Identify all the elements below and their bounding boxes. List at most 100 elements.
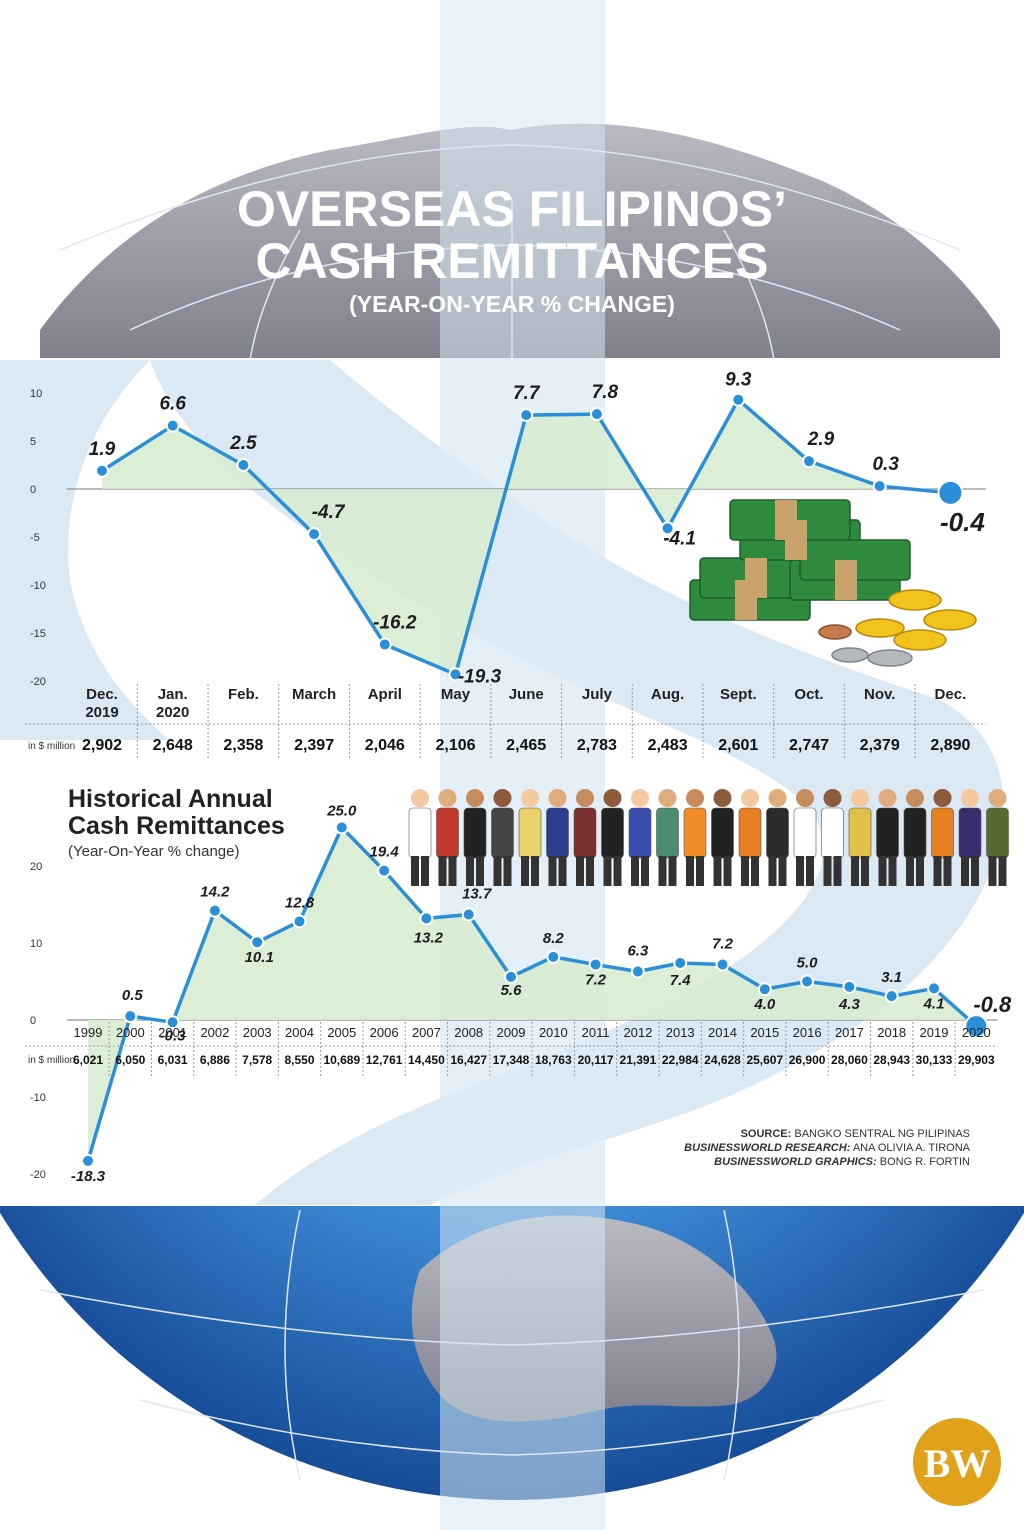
worker-head [521,789,539,807]
table-value: 21,391 [620,1053,657,1067]
worker-leg [668,856,677,886]
data-point [250,935,265,950]
data-point [519,408,534,423]
worker-body [683,807,707,859]
data-point [757,982,772,997]
table-value: 2,397 [294,737,334,754]
y-tick-label: 0 [30,484,36,496]
worker-head [493,789,512,807]
data-point [419,911,434,926]
worker-body [546,807,569,859]
worker-body [821,807,844,859]
data-point [292,914,307,929]
table-value: 12,761 [366,1053,403,1067]
y-tick-label: 0 [30,1015,36,1027]
data-label: -16.2 [373,613,417,634]
worker-leg [586,856,594,886]
worker-body [463,807,487,859]
y-tick-label: 5 [30,436,36,448]
data-point [504,969,518,984]
worker-leg [631,856,639,886]
category-label: 2019 [920,1025,949,1040]
worker-body [986,807,1009,859]
worker-body [876,807,899,859]
data-label: 19.4 [369,844,399,861]
data-label: 2.9 [807,429,835,450]
category-label: 2017 [835,1025,864,1040]
category-label: 2013 [666,1025,695,1040]
source-line3: BUSINESSWORLD GRAPHICS: BONG R. FORTIN [714,1156,970,1168]
y-tick-label: -15 [30,628,46,640]
category-label: 2018 [877,1025,906,1040]
data-label: 0.3 [872,454,899,475]
worker-head [548,789,567,807]
worker-leg [411,856,419,886]
workers-illustration [408,789,1009,886]
table-value: 2,358 [223,737,263,754]
data-label: -4.1 [663,528,696,549]
data-label: -0.8 [973,992,1012,1017]
worker-body [436,807,459,859]
worker-body [738,807,762,859]
worker-leg [503,856,512,886]
category-label: 1999 [74,1025,103,1040]
worker-leg [558,856,567,886]
table-value: 20,117 [578,1053,614,1067]
table-row-label: in $ million [28,741,75,752]
data-point [81,1153,95,1168]
title-line1: OVERSEAS FILIPINOS’ [237,181,787,237]
category-label: 2019 [85,704,118,721]
data-label: -4.7 [312,502,346,523]
table-value: 2,106 [435,737,475,754]
worker-leg [641,856,649,886]
title-subtitle: (YEAR-ON-YEAR % CHANGE) [349,291,675,317]
worker-body [491,807,514,859]
worker-head [823,789,842,807]
category-label: March [292,686,336,703]
category-label: Oct. [794,686,823,703]
worker-leg [961,856,969,886]
worker-body [848,807,872,859]
table-value: 6,031 [158,1053,188,1067]
category-label: 2001 [158,1025,187,1040]
data-label: 5.0 [797,955,819,972]
data-point [165,1015,180,1030]
worker-body [628,807,652,859]
data-point [377,863,392,878]
worker-leg [438,856,447,886]
data-label: 13.7 [462,886,492,903]
worker-head [686,789,704,807]
data-point [660,521,675,536]
worker-body [573,807,597,859]
data-label: 7.4 [670,972,692,989]
table-row-label: in $ million [28,1055,75,1066]
y-tick-label: 10 [30,938,42,950]
worker-leg [916,856,924,886]
table-value: 6,050 [115,1053,145,1067]
category-label: 2000 [116,1025,145,1040]
data-point [546,949,561,964]
worker-leg [493,856,502,886]
source-line1: SOURCE: BANGKO SENTRAL NG PILIPINAS [741,1128,970,1140]
worker-head [988,789,1007,807]
table-value: 2,046 [365,737,405,754]
table-value: 29,903 [958,1053,995,1067]
category-label: Dec. [935,686,967,703]
table-value: 6,886 [200,1053,230,1067]
y-tick-label: -20 [30,1169,46,1181]
source-line2: BUSINESSWORLD RESEARCH: ANA OLIVIA A. TI… [684,1142,971,1154]
data-label: 3.1 [881,969,902,986]
data-label: -0.3 [160,1027,187,1044]
table-value: 28,943 [873,1053,910,1067]
worker-body [903,807,927,859]
category-label: 2020 [156,704,189,721]
worker-body [408,807,432,859]
data-point [630,964,645,979]
worker-leg [806,856,814,886]
data-point [731,392,746,407]
data-point [95,463,109,478]
series-area [88,827,977,1161]
